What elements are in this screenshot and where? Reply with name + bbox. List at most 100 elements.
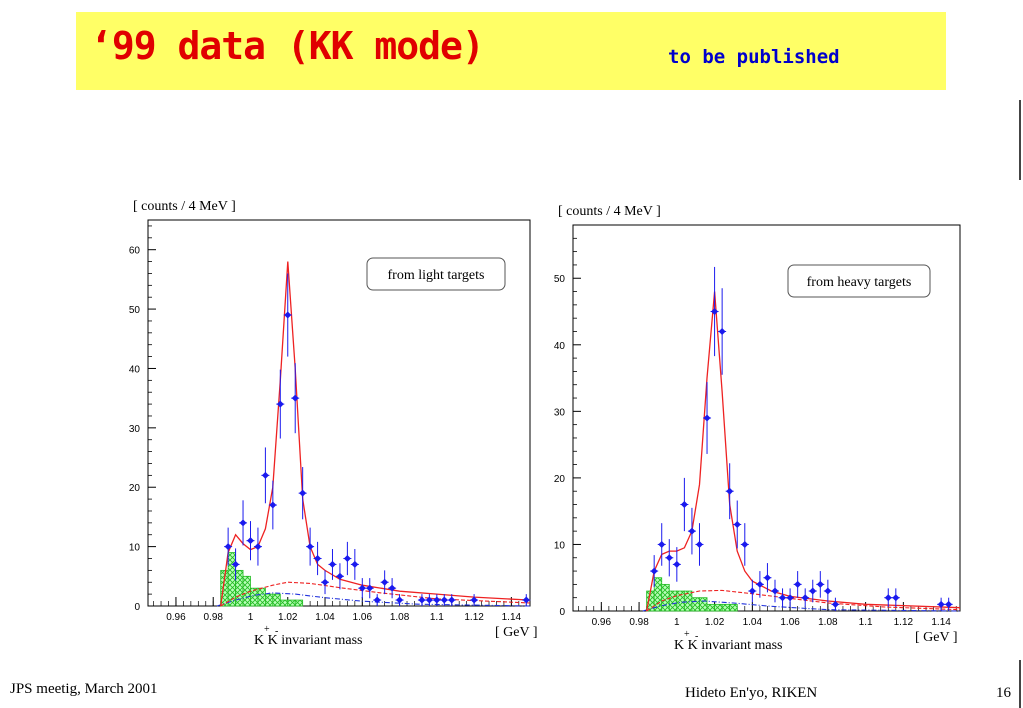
data-point <box>283 273 292 357</box>
background-histogram-bin <box>714 603 723 612</box>
y-tick-label: 30 <box>554 407 566 418</box>
point-marker <box>892 594 900 602</box>
annotation-box <box>366 257 506 291</box>
y-tick-label: 0 <box>559 607 565 618</box>
point-marker <box>741 540 749 548</box>
x-tick-label: 1.02 <box>278 612 298 623</box>
data-point <box>522 594 531 606</box>
point-marker <box>276 400 284 408</box>
point-marker <box>809 587 817 595</box>
data-point <box>313 541 322 576</box>
x-tick-label: 0.96 <box>592 617 612 628</box>
background-histogram-bin <box>294 599 304 607</box>
x-tick-label: 1.04 <box>315 612 335 623</box>
point-marker <box>937 600 945 608</box>
point-marker <box>440 596 448 604</box>
point-marker <box>418 596 426 604</box>
fit-total-curve <box>220 261 531 607</box>
data-point <box>665 539 674 577</box>
data-point <box>328 548 337 580</box>
point-marker <box>425 596 433 604</box>
background-histogram-bin <box>676 590 685 612</box>
point-marker <box>779 594 787 602</box>
data-point <box>680 477 689 532</box>
page-number: 16 <box>996 685 1011 701</box>
y-axis-label: [ counts / 4 MeV ] <box>133 199 236 214</box>
x-tick-label: 1.06 <box>353 612 373 623</box>
background-histogram-bin <box>279 599 289 607</box>
data-point <box>395 594 404 606</box>
point-marker <box>718 327 726 335</box>
footer-left: JPS meetig, March 2001 <box>10 681 158 697</box>
slide-title: ‘99 data (KK mode) <box>90 24 485 68</box>
data-point <box>298 467 307 520</box>
data-point <box>447 594 456 606</box>
data-point <box>268 480 277 530</box>
x-label-superscript-minus: - <box>695 631 698 642</box>
title-banner: ‘99 data (KK mode) to be published <box>76 12 946 90</box>
data-point <box>470 594 479 606</box>
data-point <box>440 594 449 606</box>
data-point <box>417 594 426 606</box>
data-point <box>748 579 757 603</box>
point-marker <box>239 519 247 527</box>
point-marker <box>650 567 658 575</box>
y-tick-label: 50 <box>129 305 141 316</box>
background-histogram-bin <box>729 603 738 612</box>
x-axis-label: K K invariant mass <box>674 638 782 653</box>
data-point <box>231 548 240 581</box>
background-histogram-bin <box>235 569 244 607</box>
point-marker <box>366 584 374 592</box>
point-marker <box>688 527 696 535</box>
point-marker <box>771 587 779 595</box>
data-point <box>831 597 840 611</box>
background-histogram-bin <box>691 597 700 612</box>
y-tick-label: 10 <box>554 540 566 551</box>
x-tick-label: 0.98 <box>629 617 649 628</box>
point-marker <box>794 580 802 588</box>
y-tick-label: 40 <box>129 364 141 375</box>
data-point <box>718 288 727 375</box>
right-edge-line-top <box>1019 100 1021 180</box>
point-marker <box>284 311 292 319</box>
x-tick-label: 1.08 <box>390 612 410 623</box>
point-marker <box>358 584 366 592</box>
point-marker <box>756 580 764 588</box>
x-tick-label: 1 <box>248 612 254 623</box>
background-histogram-bin <box>287 599 296 607</box>
plot-frame <box>147 219 531 607</box>
point-marker <box>703 414 711 422</box>
point-marker <box>945 600 953 608</box>
data-point <box>246 521 255 561</box>
point-marker <box>388 584 396 592</box>
fit-background-red <box>220 581 531 607</box>
background-histogram-bin <box>257 587 266 607</box>
point-marker <box>711 308 719 316</box>
background-histogram-bin <box>706 603 715 612</box>
point-marker <box>470 596 478 604</box>
background-histogram-bin <box>250 587 259 607</box>
y-axis-label: [ counts / 4 MeV ] <box>558 204 661 219</box>
data-point <box>884 588 893 608</box>
background-histogram-bin <box>272 593 281 607</box>
data-point <box>373 594 382 606</box>
data-point <box>291 363 300 434</box>
data-point <box>306 527 315 566</box>
x-axis-label: K K invariant mass <box>254 633 362 648</box>
y-tick-label: 20 <box>554 474 566 485</box>
point-marker <box>224 543 232 551</box>
data-point <box>786 588 795 608</box>
data-point <box>891 588 900 608</box>
point-marker <box>314 554 322 562</box>
data-point <box>816 571 825 598</box>
data-point <box>823 579 832 603</box>
data-point <box>321 570 330 595</box>
point-marker <box>433 596 441 604</box>
point-marker <box>269 501 277 509</box>
point-marker <box>748 587 756 595</box>
annotation-box <box>787 264 931 298</box>
data-point <box>763 563 772 593</box>
data-point <box>380 570 389 595</box>
data-point <box>808 579 817 603</box>
data-point <box>733 500 742 549</box>
